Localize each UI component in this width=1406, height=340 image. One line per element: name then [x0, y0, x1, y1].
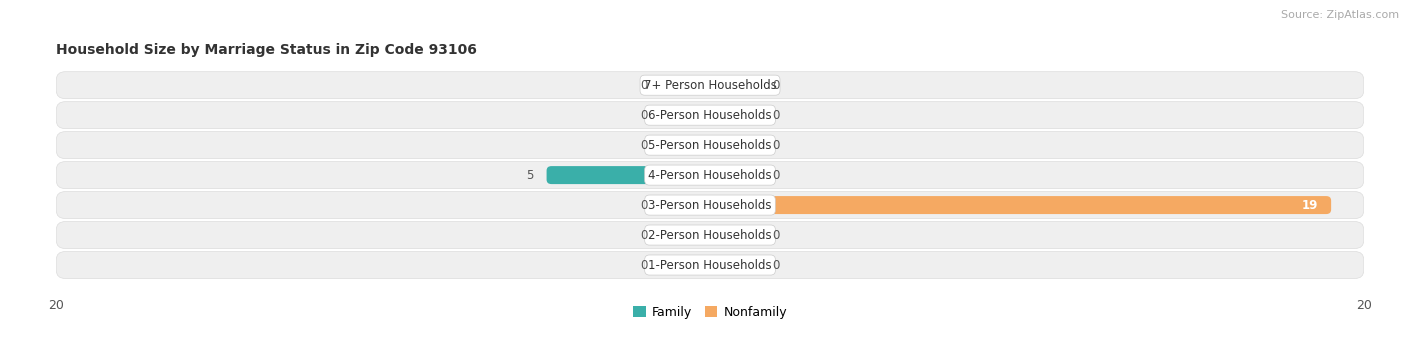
FancyBboxPatch shape: [710, 226, 759, 244]
FancyBboxPatch shape: [661, 136, 710, 154]
FancyBboxPatch shape: [661, 256, 710, 274]
Text: 0: 0: [641, 199, 648, 211]
Text: 4-Person Households: 4-Person Households: [648, 169, 772, 182]
FancyBboxPatch shape: [661, 106, 710, 124]
FancyBboxPatch shape: [710, 196, 1331, 214]
FancyBboxPatch shape: [56, 132, 1364, 159]
Legend: Family, Nonfamily: Family, Nonfamily: [628, 301, 792, 324]
FancyBboxPatch shape: [56, 252, 1364, 278]
Text: 0: 0: [772, 169, 779, 182]
Text: 0: 0: [772, 109, 779, 122]
Text: 1-Person Households: 1-Person Households: [648, 258, 772, 272]
FancyBboxPatch shape: [661, 226, 710, 244]
FancyBboxPatch shape: [56, 222, 1364, 249]
Text: 7+ Person Households: 7+ Person Households: [644, 79, 776, 92]
FancyBboxPatch shape: [710, 106, 759, 124]
Text: 0: 0: [641, 109, 648, 122]
FancyBboxPatch shape: [547, 166, 710, 184]
FancyBboxPatch shape: [56, 162, 1364, 189]
FancyBboxPatch shape: [56, 102, 1364, 129]
FancyBboxPatch shape: [710, 136, 759, 154]
Text: 0: 0: [641, 228, 648, 241]
Text: 6-Person Households: 6-Person Households: [648, 109, 772, 122]
Text: 3-Person Households: 3-Person Households: [648, 199, 772, 211]
Text: 0: 0: [641, 79, 648, 92]
Text: 0: 0: [772, 258, 779, 272]
FancyBboxPatch shape: [56, 191, 1364, 219]
FancyBboxPatch shape: [710, 166, 759, 184]
Text: Source: ZipAtlas.com: Source: ZipAtlas.com: [1281, 10, 1399, 20]
Text: 0: 0: [641, 139, 648, 152]
Text: 0: 0: [772, 228, 779, 241]
FancyBboxPatch shape: [661, 76, 710, 94]
Text: 5: 5: [526, 169, 533, 182]
Text: 5-Person Households: 5-Person Households: [648, 139, 772, 152]
Text: 19: 19: [1302, 199, 1317, 211]
Text: 0: 0: [772, 139, 779, 152]
FancyBboxPatch shape: [56, 72, 1364, 99]
Text: Household Size by Marriage Status in Zip Code 93106: Household Size by Marriage Status in Zip…: [56, 43, 477, 57]
Text: 2-Person Households: 2-Person Households: [648, 228, 772, 241]
FancyBboxPatch shape: [710, 76, 759, 94]
Text: 0: 0: [772, 79, 779, 92]
FancyBboxPatch shape: [661, 196, 710, 214]
FancyBboxPatch shape: [710, 256, 759, 274]
Text: 0: 0: [641, 258, 648, 272]
